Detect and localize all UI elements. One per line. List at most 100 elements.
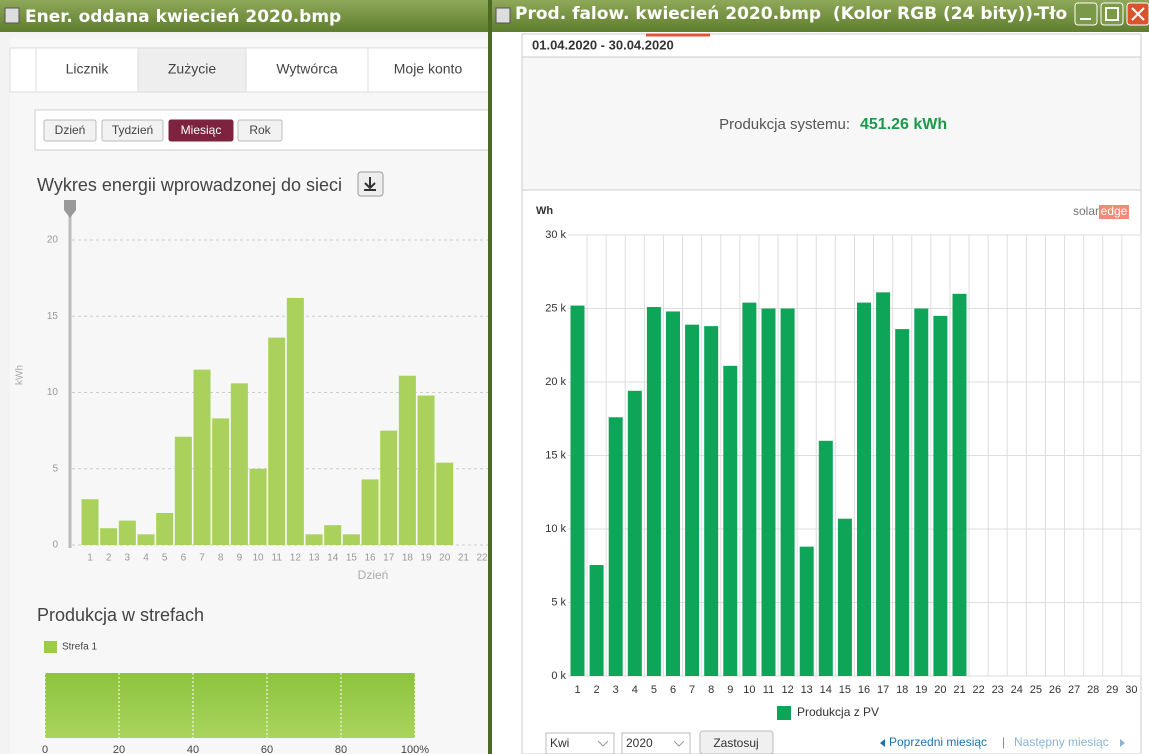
x-tick-label: 12 <box>290 553 302 564</box>
x-tick-label: 18 <box>896 684 908 696</box>
bar <box>933 315 948 676</box>
period-label: Rok <box>249 123 271 137</box>
x-tick-label: 3 <box>125 553 131 564</box>
period-button[interactable] <box>101 119 164 142</box>
x-tick-label: 3 <box>613 684 619 696</box>
tab[interactable]: Moje konto <box>394 61 463 77</box>
bar <box>81 499 99 545</box>
y-axis-label: Wh <box>536 205 553 217</box>
window-icon <box>4 7 20 24</box>
period-button[interactable] <box>237 119 283 142</box>
download-icon <box>364 177 376 191</box>
legend-label: Produkcja z PV <box>797 705 879 719</box>
x-tick-label: 11 <box>763 684 774 696</box>
title-bar <box>0 0 492 32</box>
date-range: 01.04.2020 - 30.04.2020 <box>532 37 674 52</box>
active-tab <box>137 47 247 93</box>
bar <box>742 302 757 676</box>
y-tick-label: 15 k <box>545 449 566 461</box>
bar <box>914 308 929 676</box>
tab[interactable]: Zużycie <box>168 61 216 77</box>
x-tick-label: 17 <box>877 684 889 696</box>
x-tick-label: 2 <box>594 684 600 696</box>
bar <box>398 375 416 545</box>
bar <box>857 302 871 676</box>
y-tick-label: 5 <box>52 463 58 474</box>
x-tick-label: 20 <box>439 553 451 564</box>
x-tick-label: 20 <box>934 684 946 696</box>
bar <box>952 293 967 676</box>
y-tick-label: 30 k <box>545 229 566 241</box>
bar <box>666 311 680 676</box>
summary-box <box>521 56 1142 191</box>
x-tick-label: 9 <box>237 553 243 564</box>
x-tick-label: 13 <box>308 553 320 564</box>
bar <box>249 468 267 545</box>
x-tick-label: 27 <box>1068 684 1080 696</box>
x-tick-label: 14 <box>820 684 832 696</box>
month-value: Kwi <box>550 736 569 750</box>
x-tick-label: 60 <box>261 744 273 754</box>
year-select[interactable] <box>621 732 691 754</box>
next-link[interactable]: Następny miesiąc <box>1014 735 1109 749</box>
period-label: Tydzień <box>112 123 153 137</box>
x-tick-label: 1 <box>87 553 93 564</box>
window-title: Ener. oddana kwiecień 2020.bmp <box>25 7 341 27</box>
x-tick-label: 16 <box>858 684 870 696</box>
bar <box>230 383 248 545</box>
x-tick-label: 21 <box>953 684 965 696</box>
month-select[interactable] <box>545 732 615 754</box>
select-arrows <box>597 740 685 747</box>
x-tick-label: 23 <box>992 684 1004 696</box>
y-tick-label: 15 <box>47 311 59 322</box>
x-tick-label: 12 <box>781 684 793 696</box>
prev-link[interactable]: Poprzedni miesiąc <box>889 735 987 749</box>
apply-label: Zastosuj <box>713 736 758 750</box>
bar <box>417 395 435 545</box>
bar <box>704 326 719 676</box>
bar <box>305 534 323 545</box>
x-tick-label: 2 <box>106 553 112 564</box>
zones-title: Produkcja w strefach <box>37 605 204 625</box>
y-tick-label: 20 <box>47 235 59 246</box>
minimize-button[interactable] <box>1074 2 1098 26</box>
x-tick-label: 100% <box>401 744 429 754</box>
x-tick-label: 10 <box>743 684 755 696</box>
tab[interactable]: Licznik <box>66 61 110 77</box>
tab[interactable]: Wytwórca <box>276 61 338 77</box>
bar <box>100 528 118 545</box>
x-tick-label: 19 <box>420 553 432 564</box>
apply-button[interactable] <box>699 730 774 754</box>
x-tick-label: 80 <box>335 744 347 754</box>
legend-swatch <box>44 641 57 653</box>
bar <box>380 430 398 545</box>
y-tick-label: 10 <box>47 387 59 398</box>
year-value: 2020 <box>626 736 653 750</box>
x-tick-label: 0 <box>42 744 48 754</box>
x-tick-label: 26 <box>1049 684 1061 696</box>
bar <box>780 308 795 676</box>
y-axis-label: kWh <box>15 365 26 385</box>
x-tick-label: 5 <box>162 553 168 564</box>
x-tick-label: 17 <box>383 553 395 564</box>
summary-value: 451.26 kWh <box>860 116 947 133</box>
separator: | <box>1002 735 1005 749</box>
bar <box>876 292 891 676</box>
bar <box>137 534 155 545</box>
x-tick-label: 9 <box>727 684 733 696</box>
bar <box>268 337 286 545</box>
period-button[interactable] <box>168 119 234 142</box>
period-button[interactable] <box>43 119 97 142</box>
x-tick-label: 11 <box>272 553 283 564</box>
chart-title: Wykres energii wprowadzonej do sieci <box>37 175 342 195</box>
y-tick-label: 10 k <box>545 523 566 535</box>
maximize-button[interactable] <box>1100 2 1124 26</box>
logo-text: solar <box>1073 204 1099 218</box>
next-arrow <box>1120 739 1125 747</box>
window-button-icons <box>1080 7 1145 21</box>
x-tick-label: 14 <box>327 553 339 564</box>
title-bar <box>492 0 1149 32</box>
bar <box>685 324 700 676</box>
